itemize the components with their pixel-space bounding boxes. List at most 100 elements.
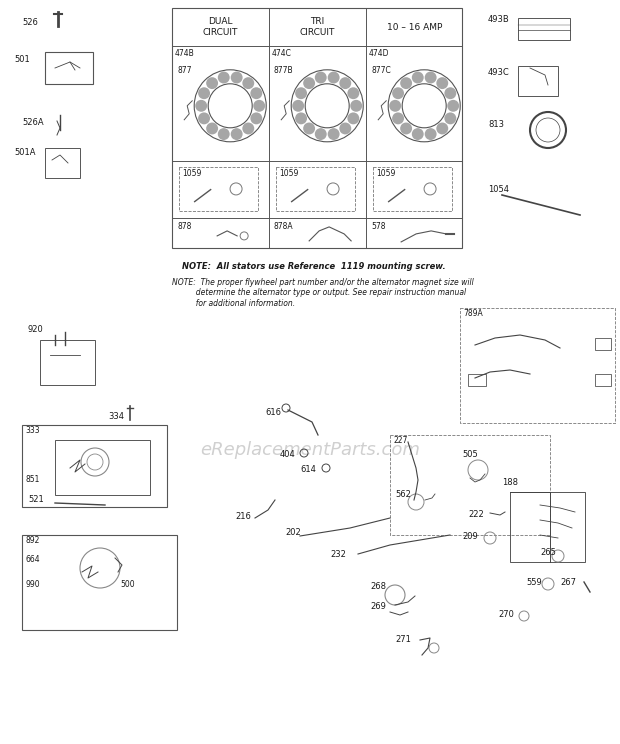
Text: 334: 334 [108,412,124,421]
Text: 505: 505 [462,450,478,459]
Bar [22,535,177,630]
Circle shape [347,112,359,124]
Circle shape [253,100,265,112]
Circle shape [339,77,352,89]
Circle shape [303,77,315,89]
Circle shape [295,87,307,99]
Circle shape [250,87,262,99]
Bar [179,167,259,211]
Bar [595,338,611,350]
Circle shape [198,87,210,99]
Text: 493C: 493C [488,68,510,77]
Circle shape [231,71,242,83]
Text: 404: 404 [280,450,296,459]
Text: 227: 227 [393,436,407,445]
Circle shape [315,128,327,140]
Circle shape [218,128,229,140]
Text: 664: 664 [25,555,40,564]
Circle shape [447,100,459,112]
Bar [45,148,80,178]
Text: 920: 920 [28,325,44,334]
Bar [595,374,611,386]
Circle shape [231,128,242,140]
Text: 562: 562 [395,490,411,499]
Text: eReplacementParts.com: eReplacementParts.com [200,441,420,459]
Circle shape [400,77,412,89]
Text: 474B: 474B [175,49,195,58]
Circle shape [206,123,218,135]
Text: 501: 501 [14,55,30,64]
Circle shape [436,123,448,135]
Text: 333: 333 [25,426,40,435]
Text: 813: 813 [488,120,504,129]
Circle shape [242,77,254,89]
Circle shape [218,71,229,83]
Circle shape [412,71,423,83]
Bar [55,440,150,495]
Bar [390,435,550,535]
Text: 877B: 877B [274,66,294,75]
Text: 1059: 1059 [376,169,395,178]
Text: 877C: 877C [371,66,391,75]
Text: 614: 614 [300,465,316,474]
Text: 877: 877 [177,66,192,75]
Circle shape [250,112,262,124]
Circle shape [328,71,340,83]
Circle shape [412,128,423,140]
Circle shape [347,87,359,99]
Bar [172,8,462,248]
Circle shape [242,123,254,135]
Text: 559: 559 [526,578,542,587]
Bar [276,167,355,211]
Text: 526A: 526A [22,118,43,127]
Text: 267: 267 [560,578,576,587]
Circle shape [295,112,307,124]
Text: 1059: 1059 [279,169,298,178]
Circle shape [315,71,327,83]
Text: 265: 265 [540,548,556,557]
Bar [518,18,570,40]
Circle shape [339,123,352,135]
Text: 474D: 474D [369,49,389,58]
Text: 268: 268 [370,582,386,591]
Circle shape [198,112,210,124]
Circle shape [436,77,448,89]
Circle shape [425,71,436,83]
Text: 222: 222 [468,510,484,519]
Text: NOTE:  The proper flywheel part number and/or the alternator magnet size will
  : NOTE: The proper flywheel part number an… [172,278,474,308]
Text: 878: 878 [177,222,192,231]
Text: 526: 526 [22,18,38,27]
Circle shape [392,112,404,124]
Bar [518,66,558,96]
Text: 232: 232 [330,550,346,559]
Circle shape [425,128,436,140]
Text: 521: 521 [28,495,44,504]
Text: 578: 578 [371,222,386,231]
Circle shape [195,100,207,112]
Bar [460,308,615,423]
Circle shape [292,100,304,112]
Text: 851: 851 [25,475,40,484]
Text: NOTE:  All stators use Reference  1119 mounting screw.: NOTE: All stators use Reference 1119 mou… [182,262,446,271]
Text: 500: 500 [120,580,135,589]
Text: 216: 216 [235,512,251,521]
Circle shape [328,128,340,140]
Circle shape [400,123,412,135]
Circle shape [303,123,315,135]
Bar [45,52,93,84]
Bar [22,425,167,507]
Text: DUAL
CIRCUIT: DUAL CIRCUIT [203,17,238,36]
Text: 188: 188 [502,478,518,487]
Text: 789A: 789A [463,309,483,318]
Bar [468,374,486,386]
Text: 616: 616 [265,408,281,417]
Text: 493B: 493B [488,15,510,24]
Text: 271: 271 [395,635,411,644]
Text: 474C: 474C [272,49,292,58]
Text: TRI
CIRCUIT: TRI CIRCUIT [300,17,335,36]
Circle shape [445,87,456,99]
Text: 878A: 878A [274,222,294,231]
Circle shape [206,77,218,89]
Circle shape [392,87,404,99]
Text: 892: 892 [25,536,40,545]
